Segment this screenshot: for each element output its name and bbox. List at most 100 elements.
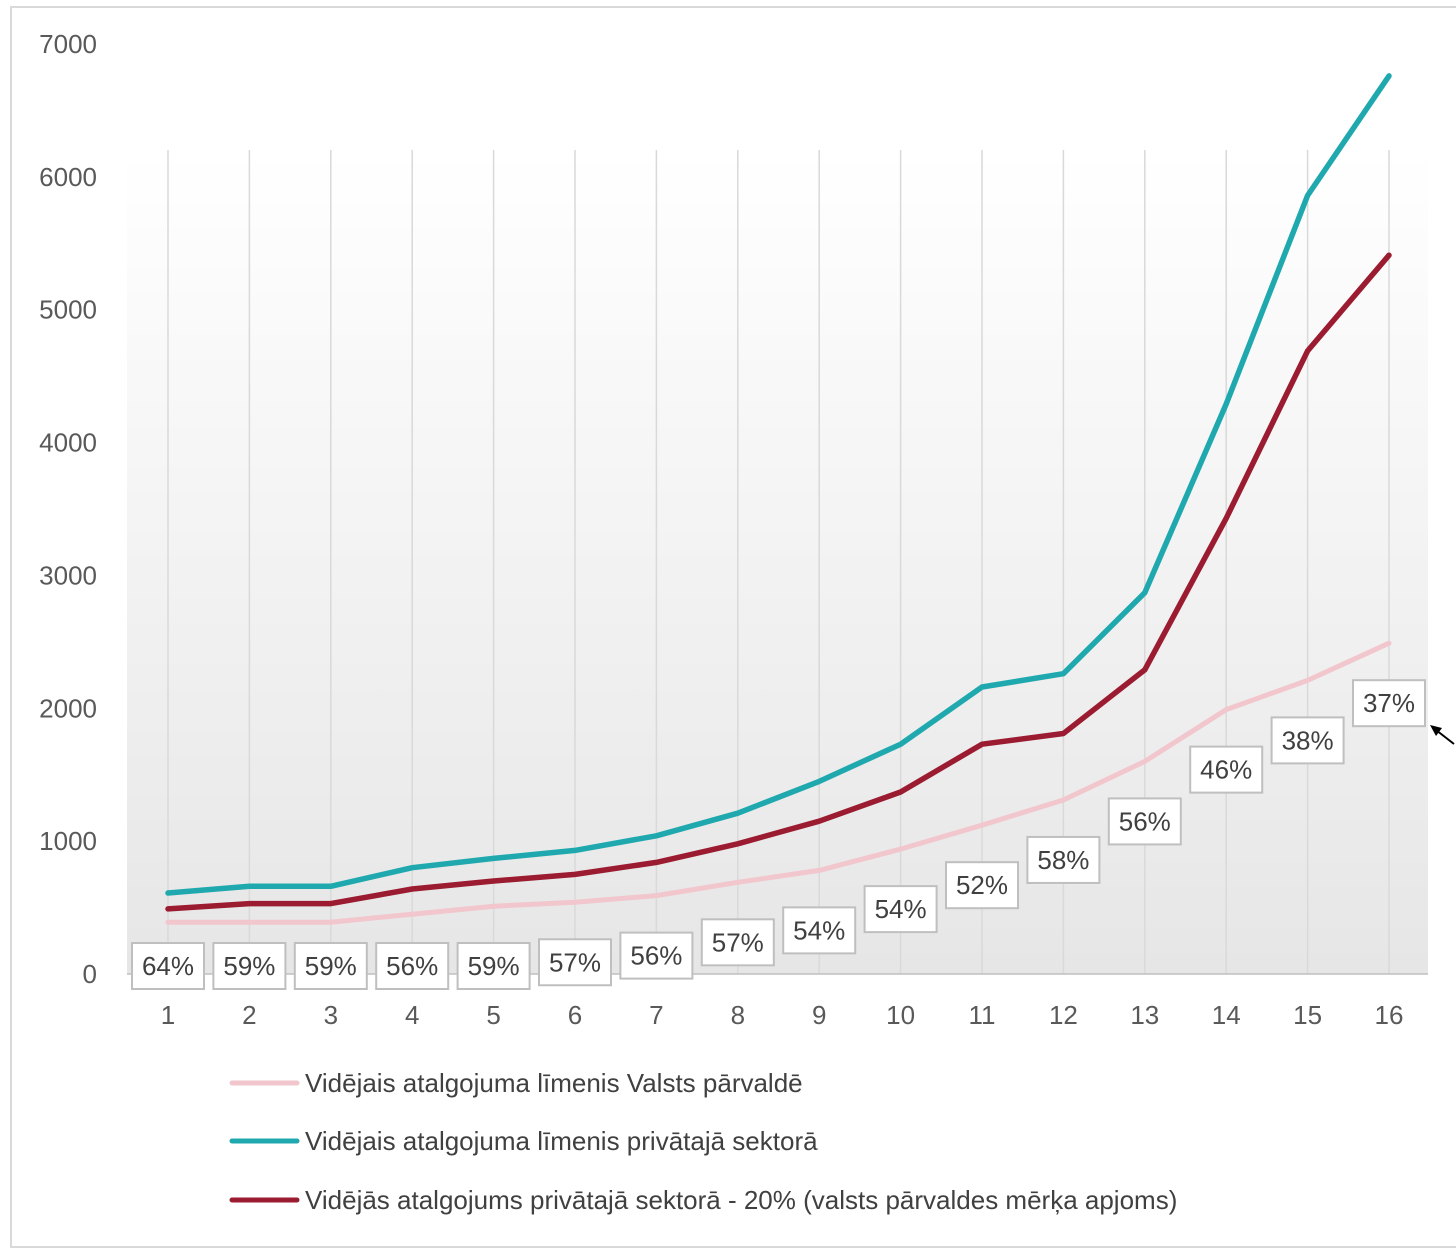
x-tick-label: 8 (731, 1000, 745, 1030)
x-tick-label: 2 (242, 1000, 256, 1030)
data-point (574, 849, 576, 851)
data-label-text: 54% (875, 894, 927, 924)
data-point (248, 921, 250, 923)
data-label-text: 64% (142, 951, 194, 981)
data-point (1225, 517, 1227, 519)
y-tick-label: 7000 (39, 29, 97, 59)
data-label-text: 37% (1363, 688, 1415, 718)
data-point (167, 908, 169, 910)
x-tick-label: 3 (324, 1000, 338, 1030)
data-label-text: 46% (1200, 755, 1252, 785)
x-tick-label: 11 (969, 1000, 996, 1030)
series-line (165, 73, 1392, 896)
data-point (411, 867, 413, 869)
data-label-text: 59% (223, 951, 275, 981)
data-label-box (945, 861, 1019, 910)
data-point (167, 892, 169, 894)
data-point (1307, 679, 1309, 681)
data-point (737, 843, 739, 845)
data-point (981, 686, 983, 688)
data-point (248, 903, 250, 905)
x-tick-label: 1 (161, 1000, 175, 1030)
data-label-text: 56% (386, 951, 438, 981)
data-label-box (375, 942, 450, 990)
data-label-box (293, 942, 368, 990)
data-label-text: 54% (793, 915, 845, 945)
data-label: 56% (1107, 797, 1182, 846)
data-label-text: 59% (468, 951, 520, 981)
data-point (900, 791, 902, 793)
data-label-box (1026, 835, 1101, 884)
data-label-box (863, 885, 938, 934)
data-label-box (538, 938, 612, 987)
data-point (1062, 673, 1064, 675)
data-label: 59% (456, 942, 531, 990)
data-label-text: 57% (549, 947, 601, 977)
data-point (1388, 254, 1390, 256)
data-point (574, 873, 576, 875)
x-tick-label: 9 (812, 1000, 826, 1030)
data-label: 57% (538, 938, 612, 987)
data-point (1144, 669, 1146, 671)
data-point (1144, 760, 1146, 762)
data-label-box (131, 942, 205, 990)
data-point (248, 885, 250, 887)
series-line (165, 640, 1392, 925)
data-label-box (1270, 716, 1345, 765)
data-label-text: 56% (1119, 806, 1171, 836)
data-label: 37% (1352, 679, 1426, 728)
data-point (1388, 75, 1390, 77)
y-tick-label: 0 (83, 959, 97, 989)
data-point (1225, 403, 1227, 405)
data-label: 58% (1026, 835, 1101, 884)
data-point (574, 901, 576, 903)
data-label-box (1107, 797, 1182, 846)
legend-item: Vidējās atalgojums privātajā sektorā - 2… (229, 1185, 1177, 1215)
x-tick-label: 15 (1293, 1000, 1322, 1030)
data-point (411, 888, 413, 890)
x-tick-label: 5 (486, 1000, 500, 1030)
data-labels: 64% 59% 59% 56% 59% 57% 56% 57% 54% 54% 52% 58% 56% 4… (131, 679, 1426, 990)
legend-item: Vidējais atalgojuma līmenis Valsts pārva… (229, 1068, 803, 1098)
data-point (981, 824, 983, 826)
series-line (165, 252, 1392, 912)
data-point (818, 820, 820, 822)
data-label-box (1189, 745, 1264, 794)
y-tick-label: 4000 (39, 428, 97, 458)
legend-label: Vidējās atalgojums privātajā sektorā - 2… (305, 1185, 1177, 1215)
legend: Vidējais atalgojuma līmenis Valsts pārva… (229, 1068, 1177, 1215)
data-label-box (782, 906, 857, 955)
data-point (1388, 642, 1390, 644)
data-point (1062, 799, 1064, 801)
data-point (737, 881, 739, 883)
data-label-text: 58% (1037, 845, 1089, 875)
x-tick-label: 12 (1049, 1000, 1078, 1030)
data-point (900, 848, 902, 850)
data-label-box (700, 918, 775, 967)
data-label-box (619, 931, 694, 980)
data-label: 56% (619, 931, 694, 980)
data-point (493, 905, 495, 907)
y-tick-label: 1000 (39, 826, 97, 856)
data-label-text: 59% (305, 951, 357, 981)
data-point (655, 861, 657, 863)
x-tick-label: 16 (1375, 1000, 1404, 1030)
data-label: 56% (375, 942, 450, 990)
legend-label: Vidējais atalgojuma līmenis privātajā se… (305, 1126, 818, 1156)
data-label-box (456, 942, 531, 990)
data-point (981, 743, 983, 745)
data-label: 59% (212, 942, 287, 990)
data-point (411, 913, 413, 915)
data-label: 64% (131, 942, 205, 990)
data-point (655, 895, 657, 897)
data-point (1062, 733, 1064, 735)
x-tick-label: 7 (649, 1000, 663, 1030)
y-tick-label: 6000 (39, 162, 97, 192)
data-point (818, 780, 820, 782)
plot-area-background (127, 150, 1428, 974)
data-point (330, 885, 332, 887)
legend-label: Vidējais atalgojuma līmenis Valsts pārva… (305, 1068, 803, 1098)
x-tick-label: 13 (1130, 1000, 1159, 1030)
data-label-text: 56% (630, 941, 682, 971)
